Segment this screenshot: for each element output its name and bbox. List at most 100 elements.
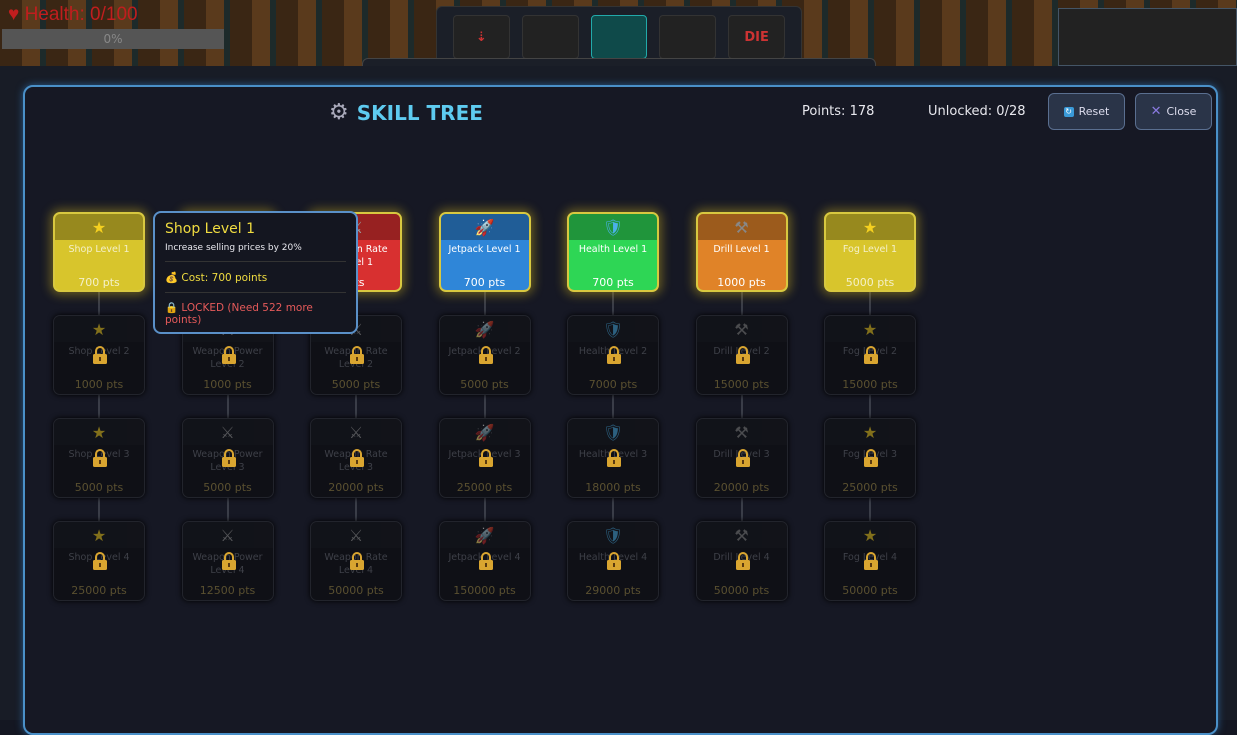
- skill-node-weapon_power-3[interactable]: ⚔ Weapon Power Level 3 5000 pts: [181, 418, 274, 498]
- star-icon: ★: [54, 316, 144, 342]
- star-icon: ★: [54, 522, 144, 548]
- lock-icon: [478, 449, 493, 467]
- skill-cost: 50000 pts: [328, 584, 384, 597]
- skill-node-health-3[interactable]: 🛡 Health Level 3 18000 pts: [567, 418, 659, 498]
- swords-icon: ⚔: [311, 522, 401, 548]
- skill-name: Jetpack Level 4: [448, 552, 521, 563]
- swords-icon: ⚔: [311, 419, 401, 445]
- skill-name: Fog Level 3: [842, 449, 898, 460]
- lock-icon: [221, 552, 236, 570]
- lock-icon: [93, 552, 107, 570]
- lock-icon: [607, 552, 621, 570]
- skill-node-drill-1[interactable]: ⚒ Drill Level 1 1000 pts: [695, 212, 788, 292]
- skill-name: Shop Level 1: [68, 244, 130, 255]
- skill-cost: 5000 pts: [460, 378, 509, 391]
- skill-node-shop-1[interactable]: ★ Shop Level 1 700 pts: [53, 212, 145, 292]
- skill-cost: 12500 pts: [199, 584, 256, 597]
- drill-slot[interactable]: ⇣: [453, 15, 510, 59]
- money-bag-icon: 💰: [165, 272, 179, 284]
- skill-node-fog-4[interactable]: ★ Fog Level 4 50000 pts: [824, 521, 916, 601]
- skill-node-health-1[interactable]: 🛡 Health Level 1 700 pts: [567, 212, 659, 292]
- tooltip-description: Increase selling prices by 20%: [165, 243, 346, 262]
- rocket-icon: 🚀: [439, 316, 530, 342]
- game-hud: ♥ Health: 0/100 0% ⇣ DIE: [0, 0, 1237, 66]
- toolbar: ⇣ DIE: [436, 6, 802, 64]
- skill-node-weapon_power-4[interactable]: ⚔ Weapon Power Level 4 12500 pts: [181, 521, 274, 601]
- hammers-icon: ⚒: [696, 522, 787, 548]
- skill-tree-panel: ⚙ SKILL TREE Points: 178 Unlocked: 0/28 ↻…: [23, 85, 1218, 735]
- skill-name: Jetpack Level 1: [448, 244, 521, 255]
- reset-button[interactable]: ↻ Reset: [1048, 93, 1125, 130]
- lock-icon: [221, 449, 236, 467]
- page-title: ⚙ SKILL TREE: [329, 100, 483, 125]
- connector-line: [869, 292, 871, 315]
- lock-icon: [607, 449, 621, 467]
- connector-line: [740, 292, 743, 315]
- skill-node-fog-1[interactable]: ★ Fog Level 1 5000 pts: [824, 212, 916, 292]
- skill-name: Shop Level 2: [68, 346, 130, 357]
- skill-node-weapon_rate-3[interactable]: ⚔ Weapon Rate Level 3 20000 pts: [310, 418, 402, 498]
- minimap: [1058, 8, 1237, 66]
- skill-node-health-2[interactable]: 🛡 Health Level 2 7000 pts: [567, 315, 659, 395]
- tooltip-title: Shop Level 1: [165, 221, 255, 237]
- lock-icon: [864, 449, 878, 467]
- skill-node-drill-2[interactable]: ⚒ Drill Level 2 15000 pts: [695, 315, 788, 395]
- skill-tooltip: Shop Level 1 Increase selling prices by …: [153, 211, 358, 334]
- skill-node-drill-3[interactable]: ⚒ Drill Level 3 20000 pts: [695, 418, 788, 498]
- skill-node-shop-3[interactable]: ★ Shop Level 3 5000 pts: [53, 418, 145, 498]
- skill-node-shop-4[interactable]: ★ Shop Level 4 25000 pts: [53, 521, 145, 601]
- skill-cost: 29000 pts: [585, 584, 641, 597]
- skill-name: Drill Level 4: [713, 552, 770, 563]
- connector-line: [98, 292, 100, 315]
- skill-cost: 700 pts: [78, 276, 120, 289]
- rocket-icon: 🚀: [440, 214, 529, 240]
- close-button[interactable]: ✕ Close: [1135, 93, 1212, 130]
- skill-cost: 5000 pts: [845, 276, 895, 289]
- skill-cost: 25000 pts: [71, 584, 127, 597]
- shield-icon: 🛡: [568, 316, 658, 342]
- skill-cost: 7000 pts: [588, 378, 638, 391]
- skill-node-fog-2[interactable]: ★ Fog Level 2 15000 pts: [824, 315, 916, 395]
- pipe-slot[interactable]: [521, 15, 579, 59]
- rocket-icon: 🚀: [439, 522, 530, 548]
- connector-line: [483, 292, 486, 315]
- connector-line: [612, 292, 614, 315]
- bar-slot[interactable]: [659, 15, 717, 59]
- shield-icon: 🛡: [568, 522, 658, 548]
- close-icon: ✕: [1150, 104, 1162, 119]
- skill-name: Drill Level 1: [713, 244, 770, 255]
- skill-name: Weapon Power Level 2: [192, 346, 263, 370]
- die-slot[interactable]: DIE: [728, 15, 785, 59]
- skill-name: Fog Level 2: [842, 346, 898, 357]
- tooltip-cost: 💰 Cost: 700 points: [165, 262, 346, 293]
- skill-node-jetpack-1[interactable]: 🚀 Jetpack Level 1 700 pts: [438, 212, 531, 292]
- skill-node-jetpack-2[interactable]: 🚀 Jetpack Level 2 5000 pts: [438, 315, 531, 395]
- skill-node-jetpack-3[interactable]: 🚀 Jetpack Level 3 25000 pts: [438, 418, 531, 498]
- lock-icon: [864, 346, 878, 364]
- skill-cost: 25000 pts: [456, 481, 513, 494]
- skill-cost: 15000 pts: [842, 378, 898, 391]
- skill-node-fog-3[interactable]: ★ Fog Level 3 25000 pts: [824, 418, 916, 498]
- connector-line: [740, 498, 743, 521]
- skill-node-shop-2[interactable]: ★ Shop Level 2 1000 pts: [53, 315, 145, 395]
- skill-node-drill-4[interactable]: ⚒ Drill Level 4 50000 pts: [695, 521, 788, 601]
- pipe-slot-active[interactable]: [590, 15, 648, 59]
- skill-node-weapon_rate-4[interactable]: ⚔ Weapon Rate Level 4 50000 pts: [310, 521, 402, 601]
- lock-icon: [735, 346, 750, 364]
- skill-node-health-4[interactable]: 🛡 Health Level 4 29000 pts: [567, 521, 659, 601]
- lock-icon: [735, 552, 750, 570]
- points-counter: Points: 178: [802, 104, 875, 119]
- skill-cost: 1000 pts: [203, 378, 252, 391]
- star-icon: ★: [826, 214, 914, 240]
- skill-name: Weapon Rate Level 4: [324, 552, 388, 576]
- skill-name: Jetpack Level 3: [448, 449, 521, 460]
- health-label: ♥ Health: 0/100: [8, 4, 138, 25]
- skill-cost: 700 pts: [463, 276, 506, 289]
- connector-line: [612, 395, 614, 418]
- connector-line: [355, 395, 357, 418]
- lock-icon: [93, 449, 107, 467]
- skill-name: Weapon Power Level 4: [192, 552, 263, 576]
- skill-node-jetpack-4[interactable]: 🚀 Jetpack Level 4 150000 pts: [438, 521, 531, 601]
- skill-cost: 50000 pts: [713, 584, 770, 597]
- skill-cost: 1000 pts: [717, 276, 766, 289]
